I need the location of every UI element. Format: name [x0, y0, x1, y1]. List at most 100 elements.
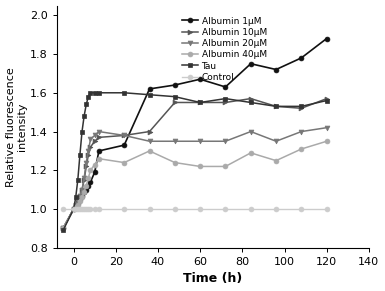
Tau: [80, 130, 84, 133]
Albumin 1μM: [75, 202, 80, 205]
Tau: [78, 153, 82, 157]
Albumin 10μM: [299, 107, 304, 110]
Albumin 20μM: [274, 139, 278, 143]
Albumin 10μM: [78, 194, 82, 197]
Albumin 20μM: [71, 207, 76, 211]
Albumin 10μM: [82, 178, 87, 182]
Tau: [61, 229, 65, 232]
Control: [75, 207, 80, 211]
Line: Tau: Tau: [60, 90, 329, 233]
Albumin 10μM: [74, 203, 78, 207]
Control: [274, 207, 278, 211]
Albumin 10μM: [248, 97, 253, 100]
Tau: [299, 104, 304, 108]
Albumin 40μM: [86, 176, 90, 180]
Albumin 40μM: [198, 165, 203, 168]
Tau: [325, 99, 329, 102]
Albumin 40μM: [92, 163, 97, 166]
Albumin 1μM: [274, 68, 278, 71]
Control: [92, 207, 97, 211]
Albumin 40μM: [75, 203, 80, 207]
Albumin 1μM: [172, 83, 177, 87]
Line: Control: Control: [60, 207, 329, 212]
Legend: Albumin 1μM, Albumin 10μM, Albumin 20μM, Albumin 40μM, Tau, Control: Albumin 1μM, Albumin 10μM, Albumin 20μM,…: [180, 15, 269, 84]
Albumin 1μM: [80, 194, 84, 197]
Tau: [84, 103, 89, 106]
Albumin 10μM: [80, 188, 84, 191]
Albumin 20μM: [198, 139, 203, 143]
Albumin 20μM: [299, 130, 304, 133]
Albumin 40μM: [74, 205, 78, 209]
Albumin 1μM: [97, 149, 101, 153]
Albumin 20μM: [147, 139, 152, 143]
Albumin 40μM: [223, 165, 228, 168]
Line: Albumin 10μM: Albumin 10μM: [60, 96, 329, 231]
Albumin 1μM: [325, 37, 329, 40]
Albumin 1μM: [61, 227, 65, 230]
Tau: [92, 91, 97, 95]
Albumin 1μM: [86, 184, 90, 188]
Albumin 1μM: [84, 188, 89, 191]
Tau: [97, 91, 101, 95]
Control: [325, 207, 329, 211]
Control: [86, 207, 90, 211]
Albumin 40μM: [172, 161, 177, 164]
Albumin 1μM: [74, 205, 78, 209]
Albumin 40μM: [61, 227, 65, 230]
Control: [172, 207, 177, 211]
Albumin 10μM: [88, 145, 93, 149]
Control: [198, 207, 203, 211]
Albumin 10μM: [147, 130, 152, 133]
Albumin 20μM: [248, 130, 253, 133]
Albumin 40μM: [122, 161, 127, 164]
Albumin 40μM: [248, 151, 253, 155]
Albumin 10μM: [274, 104, 278, 108]
Albumin 20μM: [122, 134, 127, 137]
Albumin 1μM: [82, 190, 87, 194]
Albumin 20μM: [325, 126, 329, 129]
Tau: [122, 91, 127, 95]
Tau: [86, 95, 90, 98]
Albumin 40μM: [80, 196, 84, 199]
Control: [74, 207, 78, 211]
Albumin 10μM: [325, 97, 329, 100]
Albumin 40μM: [97, 157, 101, 160]
Albumin 1μM: [223, 85, 228, 89]
Albumin 20μM: [75, 200, 80, 203]
Albumin 20μM: [86, 149, 90, 153]
Line: Albumin 20μM: Albumin 20μM: [60, 125, 329, 231]
Tau: [248, 101, 253, 104]
Albumin 1μM: [92, 171, 97, 174]
Albumin 10μM: [92, 139, 97, 143]
Albumin 20μM: [84, 161, 89, 164]
Control: [84, 207, 89, 211]
Y-axis label: Relative fluorescence
intensity: Relative fluorescence intensity: [5, 67, 27, 187]
Tau: [172, 95, 177, 98]
Albumin 10μM: [223, 101, 228, 104]
Albumin 10μM: [97, 136, 101, 139]
Albumin 1μM: [71, 207, 76, 211]
Tau: [198, 101, 203, 104]
Albumin 1μM: [147, 87, 152, 91]
Albumin 1μM: [122, 143, 127, 147]
Control: [71, 207, 76, 211]
Albumin 20μM: [61, 227, 65, 230]
Tau: [274, 104, 278, 108]
Albumin 1μM: [88, 180, 93, 184]
Albumin 20μM: [82, 176, 87, 180]
Albumin 10μM: [122, 134, 127, 137]
Control: [80, 207, 84, 211]
Control: [147, 207, 152, 211]
Line: Albumin 40μM: Albumin 40μM: [60, 139, 329, 231]
Albumin 20μM: [74, 203, 78, 207]
Albumin 10μM: [198, 101, 203, 104]
Control: [97, 207, 101, 211]
Tau: [82, 114, 87, 118]
Albumin 40μM: [147, 149, 152, 153]
Albumin 40μM: [325, 139, 329, 143]
Control: [299, 207, 304, 211]
Tau: [75, 178, 80, 182]
Albumin 40μM: [88, 168, 93, 172]
Albumin 1μM: [248, 62, 253, 65]
Albumin 40μM: [78, 200, 82, 203]
